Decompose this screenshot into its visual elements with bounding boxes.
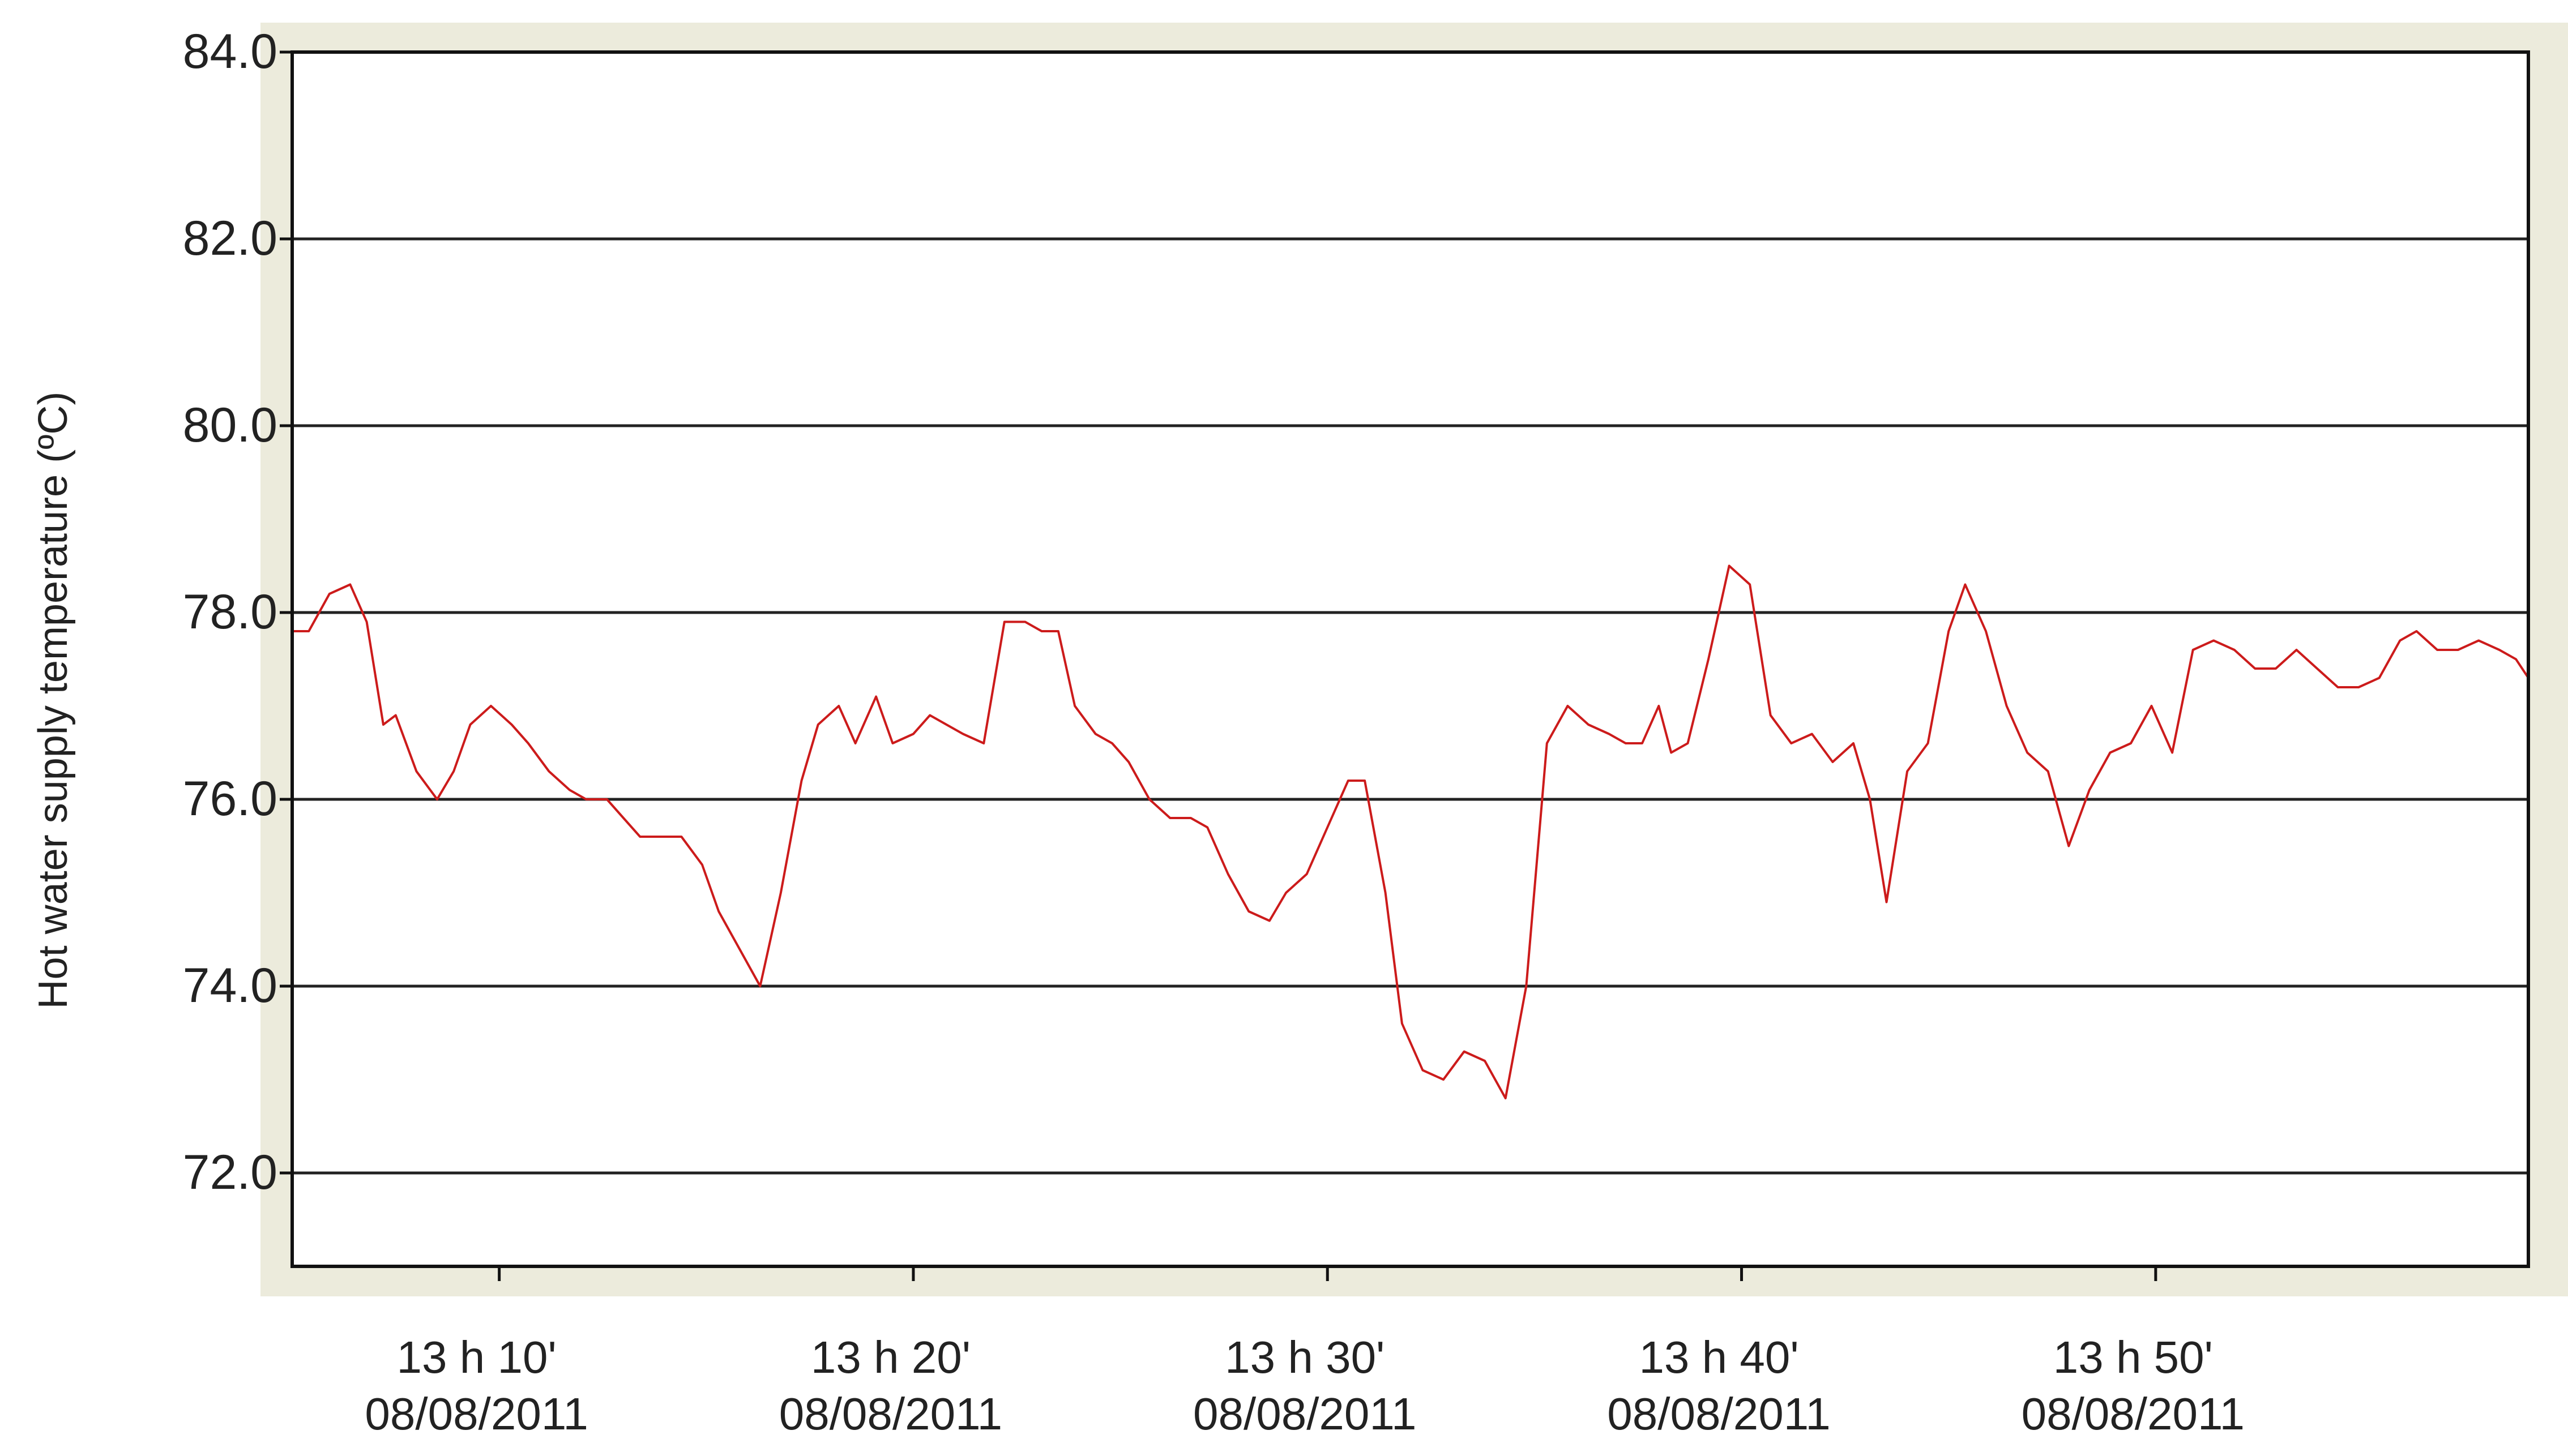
plot-border xyxy=(290,50,2530,1268)
y-axis-label: Hot water supply temperature (ºC) xyxy=(31,392,76,1009)
x-tick-date-4: 08/08/2011 xyxy=(2022,1389,2245,1439)
y-tick-label-6: 72.0 xyxy=(183,1145,277,1200)
plot-area xyxy=(292,52,2528,1266)
series-layer xyxy=(292,564,2529,1099)
y-tick-label-2: 80.0 xyxy=(183,398,277,452)
x-tick-time-4: 13 h 50' xyxy=(2053,1332,2213,1382)
y-tick-label-3: 78.0 xyxy=(183,585,277,639)
y-tick-label-1: 82.0 xyxy=(183,211,277,265)
x-tick-date-2: 08/08/2011 xyxy=(1193,1389,1416,1439)
y-axis: 84.0 82.0 80.0 78.0 76.0 74.0 72.0 xyxy=(183,24,292,1200)
x-tick-time-3: 13 h 40' xyxy=(1639,1332,1798,1382)
y-tick-label-0: 84.0 xyxy=(183,24,277,79)
x-tick-time-1: 13 h 20' xyxy=(811,1332,971,1382)
x-axis: 13 h 10' 08/08/2011 13 h 20' 08/08/2011 13 h… xyxy=(365,1266,2245,1439)
y-tick-label-4: 76.0 xyxy=(183,772,277,826)
gridlines xyxy=(292,237,2528,1175)
x-tick-time-0: 13 h 10' xyxy=(397,1332,557,1382)
x-tick-time-2: 13 h 30' xyxy=(1225,1332,1385,1382)
series-line-hot-water-temperature xyxy=(292,564,2529,1099)
x-tick-date-3: 08/08/2011 xyxy=(1607,1389,1830,1439)
x-tick-date-0: 08/08/2011 xyxy=(365,1389,588,1439)
x-tick-date-1: 08/08/2011 xyxy=(779,1389,1002,1439)
y-tick-label-5: 74.0 xyxy=(183,958,277,1013)
